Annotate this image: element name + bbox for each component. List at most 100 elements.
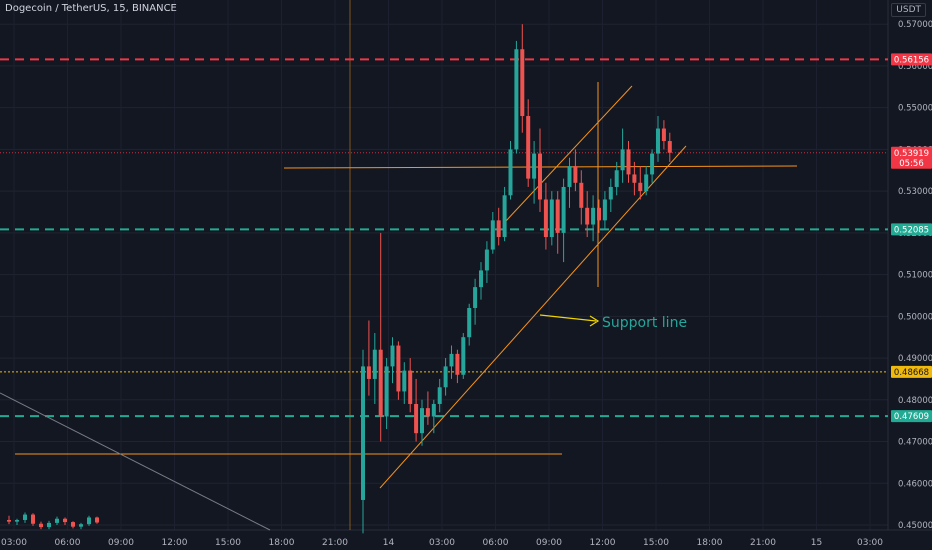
candle (431, 399, 436, 434)
y-tick-label: 0.55000 (898, 104, 932, 114)
candle (384, 358, 389, 430)
price-tag-countdown: 05:56 (899, 159, 924, 169)
candle-body (632, 174, 637, 183)
candle-body (396, 345, 401, 392)
candle-body (39, 523, 43, 528)
candle (408, 358, 413, 413)
candle (597, 199, 601, 233)
candle-body (473, 287, 478, 308)
candle (514, 40, 519, 154)
candle-body (496, 220, 501, 238)
candle-body (384, 366, 389, 417)
candle (614, 161, 619, 196)
candle-body (661, 128, 666, 142)
candle (95, 516, 99, 524)
candle-body (543, 199, 548, 238)
candle-body (408, 370, 413, 404)
candle-body (579, 182, 584, 208)
candle (591, 195, 596, 242)
price-tag-background (891, 410, 932, 423)
candle-body (467, 307, 472, 338)
candle-body (502, 195, 507, 238)
candle-body (414, 403, 419, 434)
x-tick-label: 03:00 (429, 538, 455, 548)
y-tick-label: 0.48000 (898, 396, 932, 406)
candle-body (79, 524, 83, 527)
price-tag-label: 0.48668 (894, 368, 929, 378)
candle (508, 141, 513, 200)
currency-button[interactable]: USDT (891, 3, 926, 17)
candle-body (461, 337, 466, 375)
candle-body (514, 49, 519, 150)
candle-body (71, 522, 75, 527)
candle (638, 166, 643, 200)
candle (667, 132, 672, 162)
candle (632, 161, 637, 196)
candle (585, 191, 590, 238)
candle (378, 232, 383, 442)
candle-body (479, 270, 483, 288)
candle (502, 186, 507, 242)
candles (7, 24, 672, 534)
candle (425, 391, 430, 425)
x-tick-label: 06:00 (483, 538, 509, 548)
candle-body (420, 408, 424, 434)
x-tick-label: 12:00 (162, 538, 188, 548)
candle-body (526, 116, 531, 179)
price-tag-background (891, 146, 932, 169)
annotation: Support line (539, 314, 687, 331)
candle-body (608, 186, 613, 200)
annotation-label: Support line (602, 315, 687, 331)
y-tick-label: 0.46000 (898, 479, 932, 489)
candle-body (591, 207, 596, 225)
candle-body (15, 519, 19, 522)
price-tag-background (891, 365, 932, 378)
y-tick-label: 0.45000 (898, 521, 932, 531)
candle (402, 362, 407, 404)
y-tick-label: 0.47000 (898, 438, 932, 448)
x-tick-label: 03:00 (857, 538, 883, 548)
candle (396, 341, 401, 400)
candle (620, 128, 625, 183)
candle (63, 517, 67, 525)
candle (538, 128, 542, 212)
candle-body (644, 174, 649, 192)
candle (31, 513, 35, 526)
price-tag-label: 0.56156 (894, 55, 929, 65)
candle-body (31, 514, 35, 524)
x-tick-label: 15:00 (643, 538, 669, 548)
candle (532, 141, 537, 204)
candle-body (585, 207, 590, 225)
x-tick-label: 03:00 (1, 538, 27, 548)
candle (543, 182, 548, 250)
candle-body (455, 353, 460, 375)
grid-lines (0, 0, 888, 530)
candle (484, 241, 489, 283)
candle-body (520, 49, 525, 117)
candle-body (620, 149, 625, 171)
candle-body (484, 249, 489, 271)
candle (23, 512, 27, 523)
candle-body (626, 149, 631, 175)
x-tick-label: 15:00 (215, 538, 241, 548)
candle (55, 516, 59, 525)
candle (87, 515, 91, 526)
candle-body (425, 408, 430, 417)
annotation-arrow-head (589, 315, 600, 327)
candle-body (390, 345, 395, 367)
candle-body (508, 149, 513, 196)
candle (490, 212, 495, 254)
candle-body (361, 366, 365, 500)
candle (390, 337, 395, 384)
candle (461, 333, 466, 379)
price-tag-label: 0.52085 (894, 225, 929, 235)
candle (626, 141, 631, 183)
x-tick-label: 21:00 (750, 538, 776, 548)
candle (15, 518, 19, 525)
candle-body (602, 199, 607, 221)
y-tick-label: 0.56000 (898, 62, 932, 72)
candle-body (23, 514, 27, 520)
